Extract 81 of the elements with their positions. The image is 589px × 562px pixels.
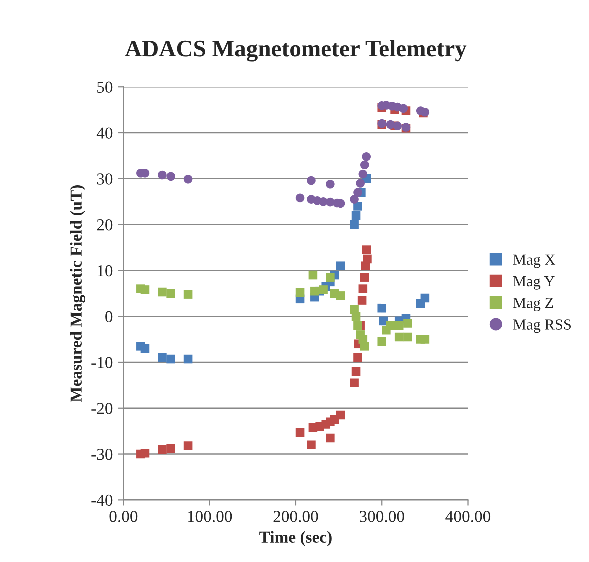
point <box>362 246 371 254</box>
x-tick-label: 100.00 <box>188 511 232 522</box>
point <box>360 342 370 351</box>
x-tick-label: 400.00 <box>446 511 491 522</box>
point <box>358 296 367 305</box>
point <box>336 292 346 300</box>
point <box>352 211 361 220</box>
point <box>307 440 316 450</box>
point <box>354 354 362 362</box>
point <box>158 288 167 297</box>
point <box>166 289 176 298</box>
point <box>166 354 176 364</box>
point <box>394 321 404 330</box>
point <box>307 176 316 186</box>
y-axis-title: Measured Magnetic Field (uT) <box>70 186 86 402</box>
point <box>158 170 167 180</box>
point <box>352 367 361 376</box>
point <box>336 410 346 420</box>
y-tick-label: 20 <box>97 220 113 231</box>
y-tick-label: 30 <box>97 174 113 185</box>
point <box>360 160 370 170</box>
legend-label: Mag RSS <box>513 320 572 334</box>
point <box>363 254 372 264</box>
point <box>399 104 408 114</box>
legend-label: Mag X <box>513 254 556 268</box>
point <box>158 354 167 362</box>
point <box>420 294 430 303</box>
point <box>184 174 193 184</box>
point <box>184 354 193 364</box>
y-tick-label: 40 <box>96 128 113 139</box>
x-axis-title: Time (sec) <box>260 531 332 546</box>
point <box>352 312 361 321</box>
legend-label: Mag Z <box>513 298 554 312</box>
point <box>358 284 368 294</box>
x-tick-label: 0.00 <box>110 511 138 522</box>
point <box>140 344 150 354</box>
point <box>362 152 371 162</box>
point <box>296 288 305 298</box>
x-tick-label: 200.00 <box>274 511 318 522</box>
point <box>296 194 305 203</box>
point <box>404 332 412 342</box>
point <box>310 286 320 296</box>
y-tick-label: -40 <box>92 494 113 506</box>
y-tick-label: -10 <box>92 357 113 368</box>
point <box>378 304 387 313</box>
point <box>420 335 430 344</box>
point <box>393 122 402 131</box>
point <box>140 286 150 294</box>
point <box>158 445 167 454</box>
y-tick-label: -30 <box>92 448 113 460</box>
point <box>308 270 318 280</box>
point <box>350 195 359 204</box>
point <box>166 172 176 181</box>
point <box>354 188 362 198</box>
y-tick-label: 0 <box>106 311 113 323</box>
point <box>166 444 176 454</box>
point <box>296 428 305 438</box>
point <box>378 337 387 346</box>
point <box>326 180 335 189</box>
point <box>326 273 335 282</box>
point <box>319 286 328 294</box>
point <box>336 262 346 270</box>
point <box>356 179 365 188</box>
point <box>360 273 370 282</box>
point <box>350 378 359 388</box>
point <box>184 290 193 299</box>
point <box>394 332 404 342</box>
y-tick-label: -20 <box>92 403 113 414</box>
y-tick-label: 10 <box>98 265 113 277</box>
chart-title: ADACS Magnetometer Telemetry <box>125 40 467 62</box>
legend-label: Mag Y <box>513 276 555 290</box>
point <box>354 321 362 330</box>
point <box>350 220 359 230</box>
y-tick-label: 50 <box>98 82 113 94</box>
point <box>404 319 412 328</box>
point <box>326 434 335 443</box>
point <box>184 442 193 450</box>
point <box>140 448 150 458</box>
point <box>358 170 368 179</box>
point <box>354 202 362 211</box>
x-tick-label: 300.00 <box>360 511 404 522</box>
